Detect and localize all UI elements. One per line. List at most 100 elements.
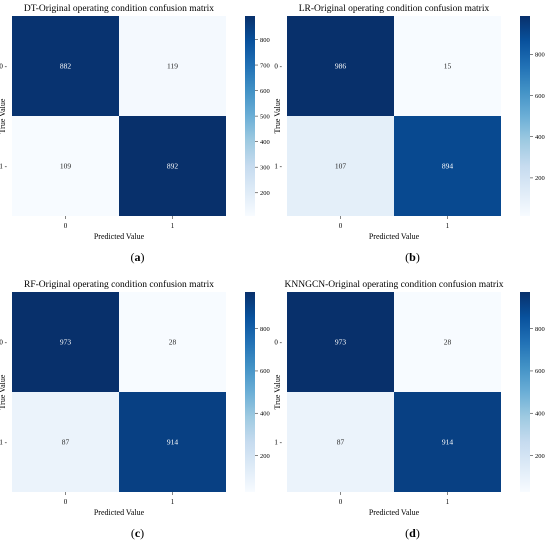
caption-close: )	[415, 526, 420, 540]
y-tick-label: 1 -	[274, 163, 282, 171]
x-tick-label: 0	[64, 222, 68, 230]
chart-title: DT-Original operating condition confusio…	[24, 3, 214, 14]
caption-open: (	[405, 526, 410, 540]
confusion-matrix-chart: KNNGCN-Original operating condition conf…	[273, 279, 545, 517]
cell-value: 914	[167, 438, 179, 447]
caption-letter: a	[134, 250, 141, 264]
cell-value: 87	[62, 438, 70, 447]
x-tick-label: 1	[446, 498, 450, 506]
heatmap-cell	[119, 116, 226, 216]
colorbar	[245, 292, 255, 492]
y-axis-label: True Value	[273, 98, 282, 133]
cell-value: 119	[167, 62, 178, 71]
y-tick-label: 1 -	[0, 439, 8, 447]
colorbar	[520, 292, 530, 492]
colorbar-tick-label: 200	[535, 453, 545, 460]
x-tick-label: 0	[339, 222, 343, 230]
colorbar-tick-label: 600	[260, 368, 270, 375]
caption-letter: c	[134, 526, 141, 540]
heatmap-cell	[119, 16, 226, 116]
cell-value: 28	[444, 338, 452, 347]
colorbar	[245, 16, 255, 216]
chart-title: RF-Original operating condition confusio…	[24, 279, 214, 290]
cell-value: 87	[337, 438, 345, 447]
x-axis-label: Predicted Value	[94, 508, 145, 517]
colorbar-tick-label: 800	[535, 326, 545, 333]
caption-open: (	[405, 250, 410, 264]
heatmap-cell	[394, 392, 501, 492]
panel-c: RF-Original operating condition confusio…	[0, 276, 275, 551]
y-tick-label: 0 -	[0, 339, 8, 347]
colorbar-tick-label: 600	[535, 93, 545, 100]
cell-value: 973	[335, 338, 347, 347]
heatmap-cell	[12, 16, 119, 116]
x-axis-label: Predicted Value	[369, 232, 420, 241]
x-tick-label: 1	[446, 222, 450, 230]
heatmap-cell	[12, 292, 119, 392]
heatmap-cell	[12, 392, 119, 492]
x-tick-label: 0	[64, 498, 68, 506]
heatmap-cell	[394, 116, 501, 216]
colorbar	[520, 16, 530, 216]
colorbar-tick-label: 700	[260, 62, 270, 69]
cell-value: 107	[335, 162, 347, 171]
caption-letter: b	[409, 250, 416, 264]
caption-close: )	[140, 526, 145, 540]
heatmap-cell	[287, 16, 394, 116]
colorbar-tick-label: 600	[260, 88, 270, 95]
confusion-matrix-chart: LR-Original operating condition confusio…	[273, 3, 545, 241]
cell-value: 882	[60, 62, 72, 71]
chart-title: LR-Original operating condition confusio…	[299, 3, 490, 14]
y-tick-label: 1 -	[274, 439, 282, 447]
colorbar-tick-label: 800	[260, 37, 270, 44]
colorbar-tick-label: 300	[260, 165, 270, 172]
panel-a: DT-Original operating condition confusio…	[0, 0, 275, 275]
y-axis-label: True Value	[273, 374, 282, 409]
x-tick-label: 0	[339, 498, 343, 506]
colorbar-tick-label: 200	[260, 453, 270, 460]
confusion-matrix-chart: DT-Original operating condition confusio…	[0, 3, 270, 241]
cell-value: 973	[60, 338, 72, 347]
y-axis-label: True Value	[0, 98, 7, 133]
x-tick-label: 1	[171, 222, 175, 230]
cell-value: 15	[444, 62, 452, 71]
heatmap-cell	[394, 16, 501, 116]
caption-letter: d	[409, 526, 416, 540]
panel-d: KNNGCN-Original operating condition conf…	[273, 276, 550, 551]
heatmap-cell	[119, 392, 226, 492]
colorbar-tick-label: 500	[260, 113, 270, 120]
heatmap-cell	[394, 292, 501, 392]
heatmap-cell	[287, 392, 394, 492]
y-axis-label: True Value	[0, 374, 7, 409]
colorbar-tick-label: 200	[260, 190, 270, 197]
caption-open: (	[130, 250, 135, 264]
panel-b: LR-Original operating condition confusio…	[273, 0, 550, 275]
x-axis-label: Predicted Value	[94, 232, 145, 241]
colorbar-tick-label: 600	[535, 368, 545, 375]
colorbar-tick-label: 400	[260, 411, 270, 418]
caption-close: )	[140, 250, 145, 264]
panel-caption: (d)	[275, 526, 550, 541]
heatmap-cell	[287, 292, 394, 392]
cell-value: 892	[167, 162, 179, 171]
colorbar-tick-label: 400	[260, 139, 270, 146]
caption-close: )	[415, 250, 420, 264]
colorbar-tick-label: 800	[260, 326, 270, 333]
x-axis-label: Predicted Value	[369, 508, 420, 517]
heatmap-cell	[119, 292, 226, 392]
panel-caption: (b)	[275, 250, 550, 265]
heatmap-cell	[12, 116, 119, 216]
caption-open: (	[130, 526, 135, 540]
y-tick-label: 0 -	[0, 63, 8, 71]
cell-value: 986	[335, 62, 347, 71]
y-tick-label: 0 -	[274, 63, 282, 71]
y-tick-label: 0 -	[274, 339, 282, 347]
x-tick-label: 1	[171, 498, 175, 506]
colorbar-tick-label: 800	[535, 52, 545, 59]
y-tick-label: 1 -	[0, 163, 8, 171]
cell-value: 894	[442, 162, 454, 171]
cell-value: 914	[442, 438, 454, 447]
confusion-matrix-chart: RF-Original operating condition confusio…	[0, 279, 270, 517]
colorbar-tick-label: 400	[535, 134, 545, 141]
